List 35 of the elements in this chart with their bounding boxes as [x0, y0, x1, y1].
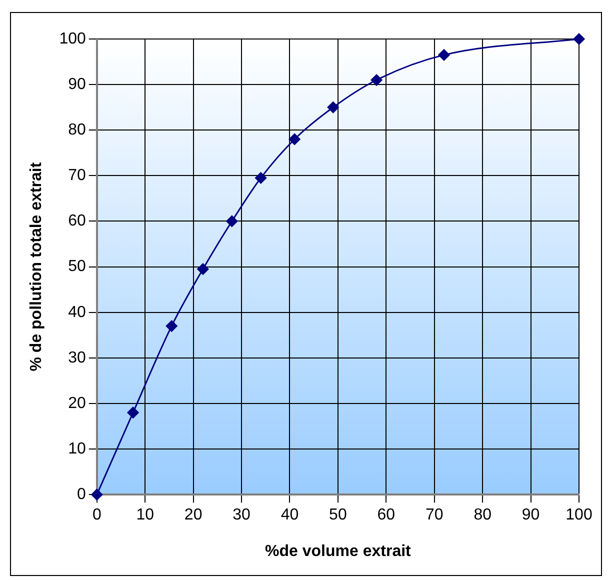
point — [327, 102, 339, 114]
y-tick-label: 0 — [76, 486, 86, 504]
point — [255, 172, 267, 184]
point — [438, 49, 450, 61]
x-axis-title: %de volume extrait — [265, 542, 412, 560]
y-tick-label: 10 — [68, 440, 86, 458]
x-tick-label: 100 — [566, 506, 592, 524]
y-tick-label: 100 — [59, 30, 86, 48]
point — [370, 74, 382, 86]
point — [127, 406, 139, 418]
x-tick-label: 90 — [522, 506, 540, 524]
x-tick-label: 30 — [232, 506, 251, 524]
point — [91, 488, 103, 500]
x-tick-label: 40 — [280, 506, 299, 524]
point — [288, 133, 300, 145]
y-tick-label: 40 — [68, 304, 86, 321]
y-tick-label: 80 — [68, 122, 86, 139]
x-tick-label: 20 — [184, 506, 202, 524]
y-tick-label: 20 — [68, 394, 86, 412]
x-tick-label: 70 — [425, 506, 444, 524]
y-tick-label: 60 — [68, 212, 86, 230]
point — [197, 263, 209, 275]
x-tick-label: 0 — [92, 506, 102, 524]
x-tick-label: 10 — [136, 506, 154, 524]
point — [573, 33, 585, 45]
y-tick-label: 30 — [68, 349, 86, 366]
x-tick-label: 50 — [329, 506, 347, 524]
point — [226, 215, 238, 227]
y-axis-title: % de pollution totale extrait — [28, 162, 46, 372]
x-tick-label: 60 — [377, 506, 396, 524]
point — [166, 320, 178, 332]
x-tick-label: 80 — [474, 506, 492, 524]
y-tick-label: 90 — [68, 76, 86, 93]
y-tick-label: 50 — [68, 258, 86, 276]
y-tick-label: 70 — [68, 167, 86, 184]
